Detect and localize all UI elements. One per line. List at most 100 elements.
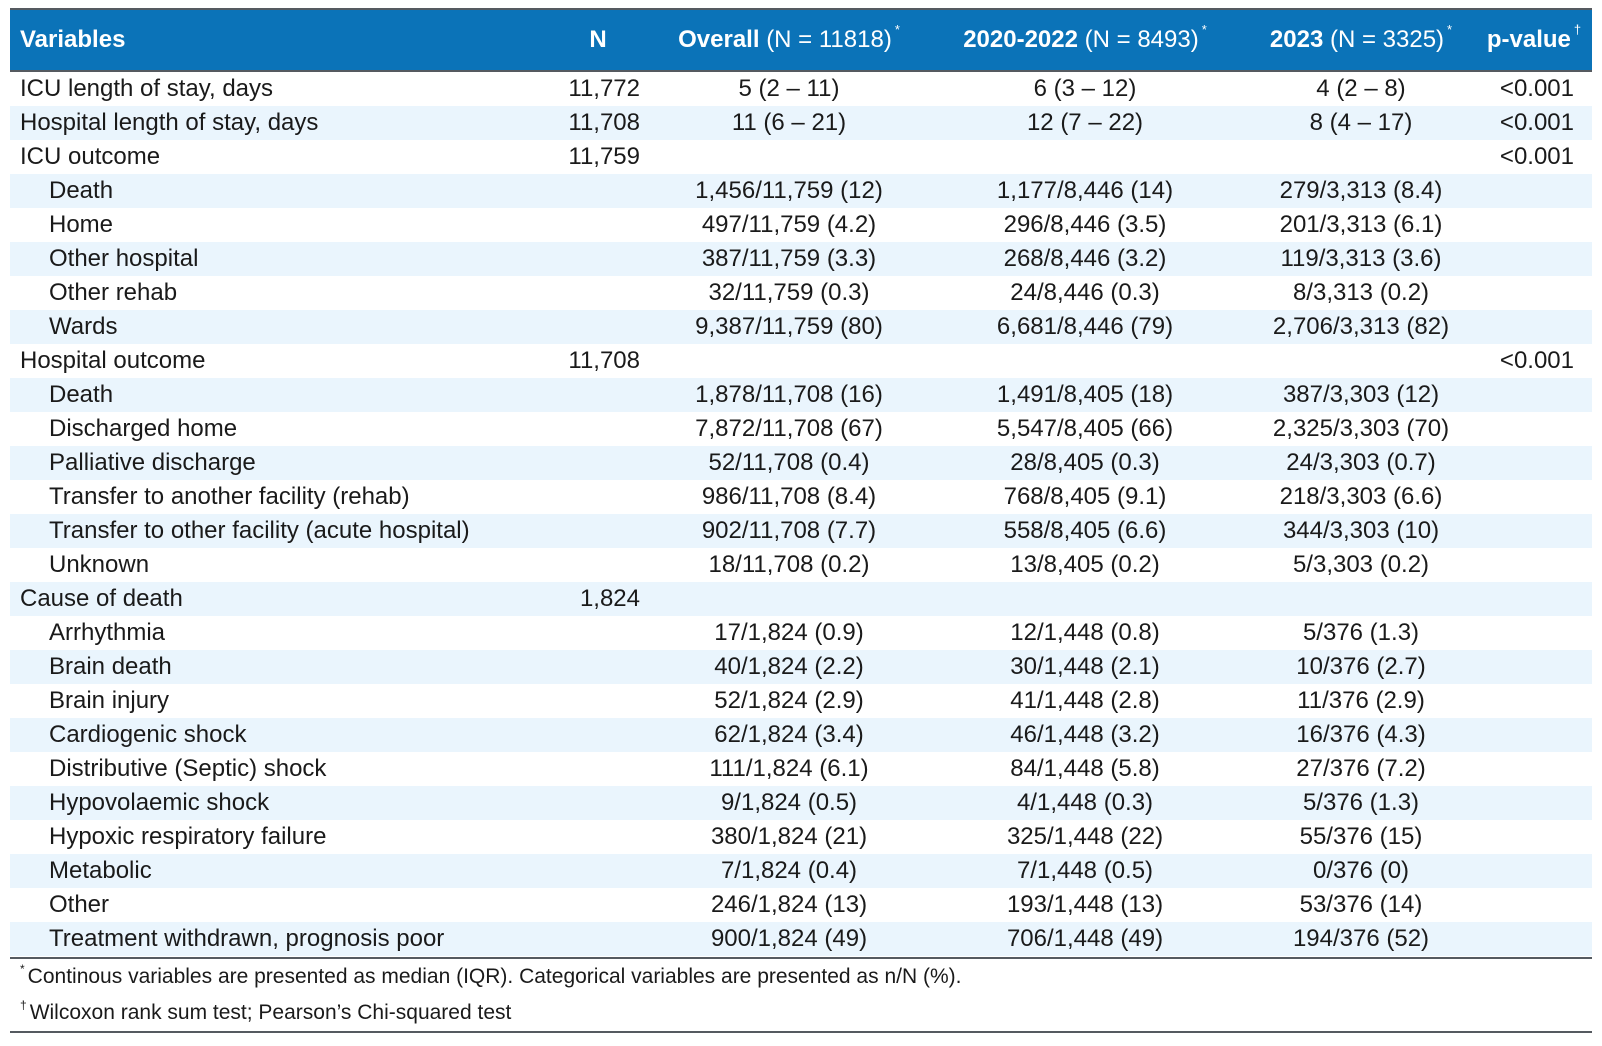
cell-2023: 10/376 (2.7) bbox=[1296, 653, 1426, 680]
cell-n bbox=[542, 310, 654, 344]
cell-variable: ICU length of stay, days bbox=[20, 75, 274, 102]
cell-p-value bbox=[1476, 752, 1592, 786]
cell-n bbox=[542, 854, 654, 888]
cell-p-value bbox=[1476, 446, 1592, 480]
table-row: Other rehab 32/11,759 (0.3) 24/8,446 (0.3)… bbox=[10, 276, 1592, 310]
cell-p-value: <0.001 bbox=[1499, 75, 1574, 102]
table-row: Transfer to other facility (acute hospit… bbox=[10, 514, 1592, 548]
cell-p-value bbox=[1476, 174, 1592, 208]
cell-2020-2022: 84/1,448 (5.8) bbox=[1010, 755, 1160, 782]
results-table: Variables N Overall (N = 11818) * 2020-20… bbox=[10, 10, 1592, 956]
table-body: ICU length of stay, days 11,772 5 (2 – 11)… bbox=[10, 72, 1592, 956]
table-row: Death 1,456/11,759 (12) 1,177/8,446 (14) 27… bbox=[10, 174, 1592, 208]
cell-variable: Other hospital bbox=[49, 245, 199, 272]
cell-variable: Metabolic bbox=[49, 857, 152, 884]
cell-2023 bbox=[1246, 582, 1476, 616]
cell-2023: 55/376 (15) bbox=[1299, 823, 1423, 850]
cell-p-value bbox=[1476, 548, 1592, 582]
cell-overall: 62/1,824 (3.4) bbox=[714, 721, 864, 748]
header-rule bbox=[10, 70, 1592, 72]
cell-overall: 18/11,708 (0.2) bbox=[708, 551, 870, 578]
table-row: Wards 9,387/11,759 (80) 6,681/8,446 (79) 2,… bbox=[10, 310, 1592, 344]
cell-n bbox=[542, 208, 654, 242]
cell-2023: 119/3,313 (3.6) bbox=[1280, 245, 1442, 272]
cell-n bbox=[542, 276, 654, 310]
cell-n: 11,708 bbox=[568, 347, 640, 374]
cell-2020-2022: 5,547/8,405 (66) bbox=[996, 415, 1174, 442]
cell-n bbox=[542, 922, 654, 956]
table-row: Discharged home 7,872/11,708 (67) 5,547/8,… bbox=[10, 412, 1592, 446]
cell-p-value bbox=[1476, 310, 1592, 344]
cell-overall: 9/1,824 (0.5) bbox=[720, 789, 858, 816]
cell-overall: 900/1,824 (49) bbox=[710, 925, 868, 952]
cell-2023: 11/376 (2.9) bbox=[1297, 687, 1425, 714]
cell-overall: 986/11,708 (8.4) bbox=[701, 483, 877, 510]
table-row: Metabolic 7/1,824 (0.4) 7/1,448 (0.5) 0/376… bbox=[10, 854, 1592, 888]
cell-2020-2022: 193/1,448 (13) bbox=[1006, 891, 1164, 918]
bottom-rule bbox=[10, 957, 1592, 959]
cell-overall: 17/1,824 (0.9) bbox=[714, 619, 864, 646]
cell-2020-2022: 12/1,448 (0.8) bbox=[1010, 619, 1160, 646]
cell-variable: Treatment withdrawn, prognosis poor bbox=[49, 925, 445, 952]
header-n: N bbox=[589, 26, 607, 53]
cell-2023: 201/3,313 (6.1) bbox=[1279, 211, 1443, 238]
cell-overall bbox=[654, 344, 924, 378]
cell-variable: ICU outcome bbox=[20, 143, 161, 170]
cell-overall: 380/1,824 (21) bbox=[710, 823, 868, 850]
cell-variable: Arrhythmia bbox=[49, 619, 166, 646]
cell-2023: 218/3,303 (6.6) bbox=[1279, 483, 1443, 510]
cell-p-value bbox=[1476, 208, 1592, 242]
cell-variable: Cardiogenic shock bbox=[49, 721, 247, 748]
cell-n: 11,708 bbox=[568, 109, 640, 136]
cell-overall: 52/11,708 (0.4) bbox=[708, 449, 870, 476]
cell-2020-2022: 1,491/8,405 (18) bbox=[996, 381, 1174, 408]
cell-2020-2022: 768/8,405 (9.1) bbox=[1003, 483, 1167, 510]
cell-variable: Cause of death bbox=[20, 585, 183, 612]
cell-n bbox=[542, 412, 654, 446]
cell-p-value: <0.001 bbox=[1499, 143, 1574, 170]
cell-overall: 7,872/11,708 (67) bbox=[695, 415, 883, 442]
cell-variable: Other bbox=[49, 891, 110, 918]
cell-variable: Brain injury bbox=[49, 687, 170, 714]
cell-overall: 32/11,759 (0.3) bbox=[708, 279, 870, 306]
cell-overall: 111/1,824 (6.1) bbox=[709, 755, 869, 782]
cell-n bbox=[542, 174, 654, 208]
cell-p-value bbox=[1476, 582, 1592, 616]
cell-p-value bbox=[1476, 514, 1592, 548]
cell-p-value: <0.001 bbox=[1499, 109, 1574, 136]
cell-n bbox=[542, 242, 654, 276]
cell-n bbox=[542, 514, 654, 548]
cell-2023: 53/376 (14) bbox=[1299, 891, 1423, 918]
cell-p-value bbox=[1476, 650, 1592, 684]
cell-overall: 9,387/11,759 (80) bbox=[695, 313, 883, 340]
table-row: Distributive (Septic) shock 111/1,824 (6.… bbox=[10, 752, 1592, 786]
cell-variable: Palliative discharge bbox=[49, 449, 256, 476]
cell-n: 1,824 bbox=[579, 585, 640, 612]
cell-p-value bbox=[1476, 922, 1592, 956]
cell-2023: 8/3,313 (0.2) bbox=[1292, 279, 1430, 306]
cell-overall bbox=[654, 140, 924, 174]
cell-variable: Brain death bbox=[49, 653, 172, 680]
cell-2020-2022: 6,681/8,446 (79) bbox=[996, 313, 1174, 340]
header-row: Variables N Overall (N = 11818) * 2020-20… bbox=[10, 10, 1592, 70]
cell-p-value bbox=[1476, 684, 1592, 718]
cell-2023: 0/376 (0) bbox=[1312, 857, 1410, 884]
cell-2020-2022: 558/8,405 (6.6) bbox=[1003, 517, 1167, 544]
cell-overall: 5 (2 – 11) bbox=[738, 75, 840, 102]
cell-variable: Transfer to other facility (acute hospit… bbox=[49, 517, 470, 544]
cell-2023: 5/376 (1.3) bbox=[1302, 789, 1420, 816]
cell-2020-2022: 13/8,405 (0.2) bbox=[1010, 551, 1160, 578]
cell-2023: 194/376 (52) bbox=[1292, 925, 1430, 952]
footnotes: * Continous variables are presented as me… bbox=[10, 959, 1592, 1031]
table-row: Home 497/11,759 (4.2) 296/8,446 (3.5) 201/3… bbox=[10, 208, 1592, 242]
cell-p-value bbox=[1476, 820, 1592, 854]
cell-variable: Transfer to another facility (rehab) bbox=[49, 483, 410, 510]
cell-2023: 344/3,303 (10) bbox=[1282, 517, 1440, 544]
cell-p-value bbox=[1476, 480, 1592, 514]
cell-p-value bbox=[1476, 616, 1592, 650]
cell-n bbox=[542, 446, 654, 480]
cell-overall: 7/1,824 (0.4) bbox=[720, 857, 858, 884]
header-overall: Overall (N = 11818) * bbox=[678, 22, 900, 53]
cell-2020-2022: 12 (7 – 22) bbox=[1026, 109, 1144, 136]
cell-2020-2022: 41/1,448 (2.8) bbox=[1010, 687, 1160, 714]
